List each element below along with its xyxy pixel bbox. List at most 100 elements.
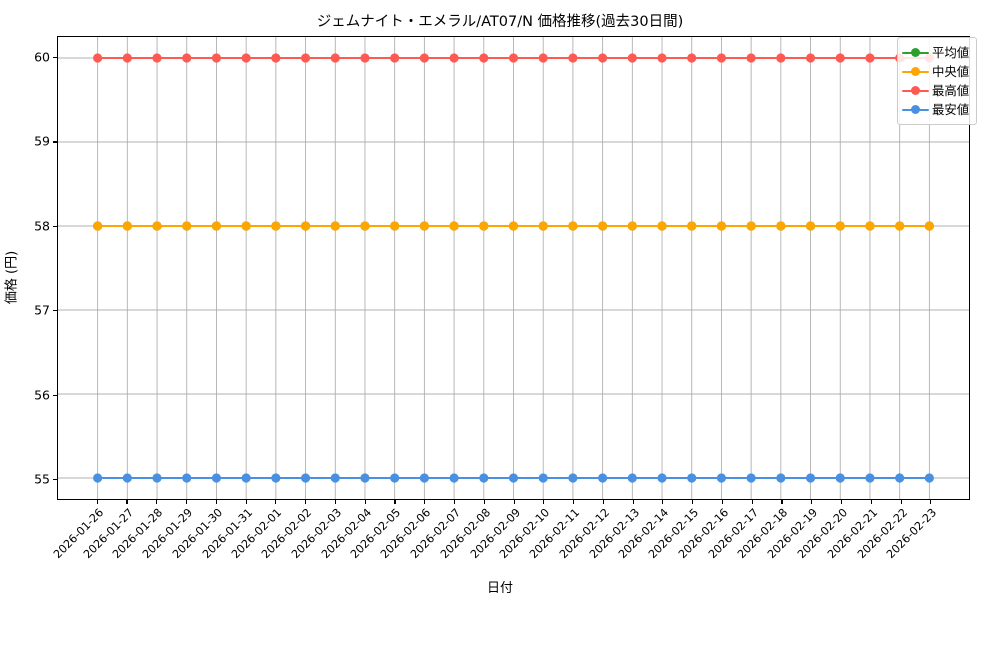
- legend-item-中央値[interactable]: 中央値: [902, 62, 971, 81]
- x-axis-tick-mark: [513, 500, 515, 504]
- data-point-marker: [241, 221, 251, 231]
- data-point-marker: [93, 53, 103, 63]
- data-point-marker: [627, 473, 637, 483]
- data-point-marker: [271, 221, 281, 231]
- data-point-marker: [211, 221, 222, 231]
- legend-item-平均値[interactable]: 平均値: [902, 43, 971, 62]
- legend-swatch-icon: [902, 84, 929, 98]
- x-axis-tick-mark: [156, 500, 158, 504]
- data-point-marker: [360, 53, 370, 63]
- data-point-marker: [93, 473, 103, 483]
- y-axis-tick-label: 56: [34, 387, 50, 403]
- data-point-marker: [182, 473, 192, 483]
- data-point-marker: [865, 53, 875, 63]
- data-point-marker: [122, 473, 132, 483]
- x-axis-tick-mark: [305, 500, 307, 504]
- data-point-marker: [152, 53, 162, 63]
- data-point-marker: [211, 53, 222, 63]
- data-point-marker: [390, 221, 400, 231]
- data-point-marker: [300, 53, 311, 63]
- data-point-marker: [300, 221, 311, 231]
- data-point-marker: [627, 221, 637, 231]
- data-point-marker: [419, 473, 429, 483]
- x-axis-tick-mark: [394, 500, 396, 504]
- y-axis-label: 価格 (円): [4, 250, 20, 305]
- legend-marker-icon: [911, 104, 921, 115]
- data-point-marker: [687, 473, 697, 483]
- x-axis-tick-mark: [453, 500, 456, 504]
- data-point-marker: [805, 473, 816, 483]
- x-axis-tick-mark: [424, 500, 426, 504]
- data-point-marker: [122, 53, 132, 63]
- x-axis-tick-mark: [96, 500, 98, 504]
- data-point-marker: [182, 53, 192, 63]
- x-axis-tick-mark: [781, 500, 783, 504]
- data-point-marker: [716, 473, 727, 483]
- data-point-marker: [746, 53, 756, 63]
- data-point-marker: [479, 53, 489, 63]
- chart-legend[interactable]: 平均値中央値最高値最安値: [897, 37, 977, 125]
- legend-item-最高値[interactable]: 最高値: [902, 81, 971, 100]
- x-axis-tick-mark: [662, 500, 664, 504]
- chart-title: ジェムナイト・エメラル/AT07/N 価格推移(過去30日間): [316, 14, 684, 30]
- data-series-layer: [93, 53, 934, 483]
- data-point-marker: [122, 221, 132, 231]
- data-point-marker: [93, 221, 103, 231]
- data-point-marker: [865, 221, 875, 231]
- data-point-marker: [895, 221, 905, 231]
- data-point-marker: [449, 53, 459, 63]
- data-point-marker: [241, 473, 251, 483]
- x-axis-tick-mark: [186, 500, 188, 504]
- x-axis-tick-mark: [632, 500, 634, 504]
- data-point-marker: [924, 473, 934, 483]
- data-point-marker: [479, 473, 489, 483]
- legend-swatch-icon: [902, 103, 929, 117]
- data-point-marker: [152, 221, 162, 231]
- x-axis-tick-mark: [811, 500, 813, 504]
- data-point-marker: [716, 53, 727, 63]
- series-最高値: [93, 53, 934, 63]
- data-point-marker: [568, 221, 578, 231]
- data-point-marker: [746, 473, 756, 483]
- data-point-marker: [746, 221, 756, 231]
- data-point-marker: [835, 53, 845, 63]
- x-axis-tick-mark: [275, 500, 277, 504]
- data-point-marker: [835, 221, 845, 231]
- x-axis-label: 日付: [486, 581, 513, 596]
- data-point-marker: [241, 53, 251, 63]
- data-point-marker: [657, 473, 667, 483]
- data-point-marker: [300, 473, 311, 483]
- x-axis-tick-mark: [364, 500, 366, 504]
- data-point-marker: [360, 221, 370, 231]
- legend-marker-icon: [911, 66, 921, 77]
- series-中央値: [93, 221, 934, 231]
- legend-marker-icon: [911, 85, 921, 96]
- data-point-marker: [657, 221, 667, 231]
- data-point-marker: [627, 53, 637, 63]
- x-axis-tick-mark: [900, 500, 902, 504]
- x-axis-tick-mark: [930, 500, 932, 504]
- data-point-marker: [182, 221, 192, 231]
- data-point-marker: [211, 473, 222, 483]
- data-point-marker: [449, 221, 459, 231]
- data-point-marker: [538, 473, 548, 483]
- data-point-marker: [390, 53, 400, 63]
- data-point-marker: [687, 53, 697, 63]
- data-point-marker: [865, 473, 875, 483]
- data-point-marker: [568, 473, 578, 483]
- x-axis-tick-mark: [573, 500, 575, 504]
- legend-item-最安値[interactable]: 最安値: [902, 100, 971, 119]
- data-point-marker: [776, 53, 786, 63]
- data-point-marker: [508, 221, 519, 231]
- data-point-marker: [419, 53, 429, 63]
- y-axis-tick-label: 59: [34, 133, 50, 149]
- legend-label: 中央値: [932, 64, 970, 79]
- data-point-marker: [924, 221, 934, 231]
- data-point-marker: [805, 221, 816, 231]
- legend-label: 最高値: [932, 83, 970, 98]
- data-point-marker: [152, 473, 162, 483]
- data-point-marker: [568, 53, 578, 63]
- series-最安値: [93, 473, 934, 483]
- data-point-marker: [538, 221, 548, 231]
- data-point-marker: [390, 473, 400, 483]
